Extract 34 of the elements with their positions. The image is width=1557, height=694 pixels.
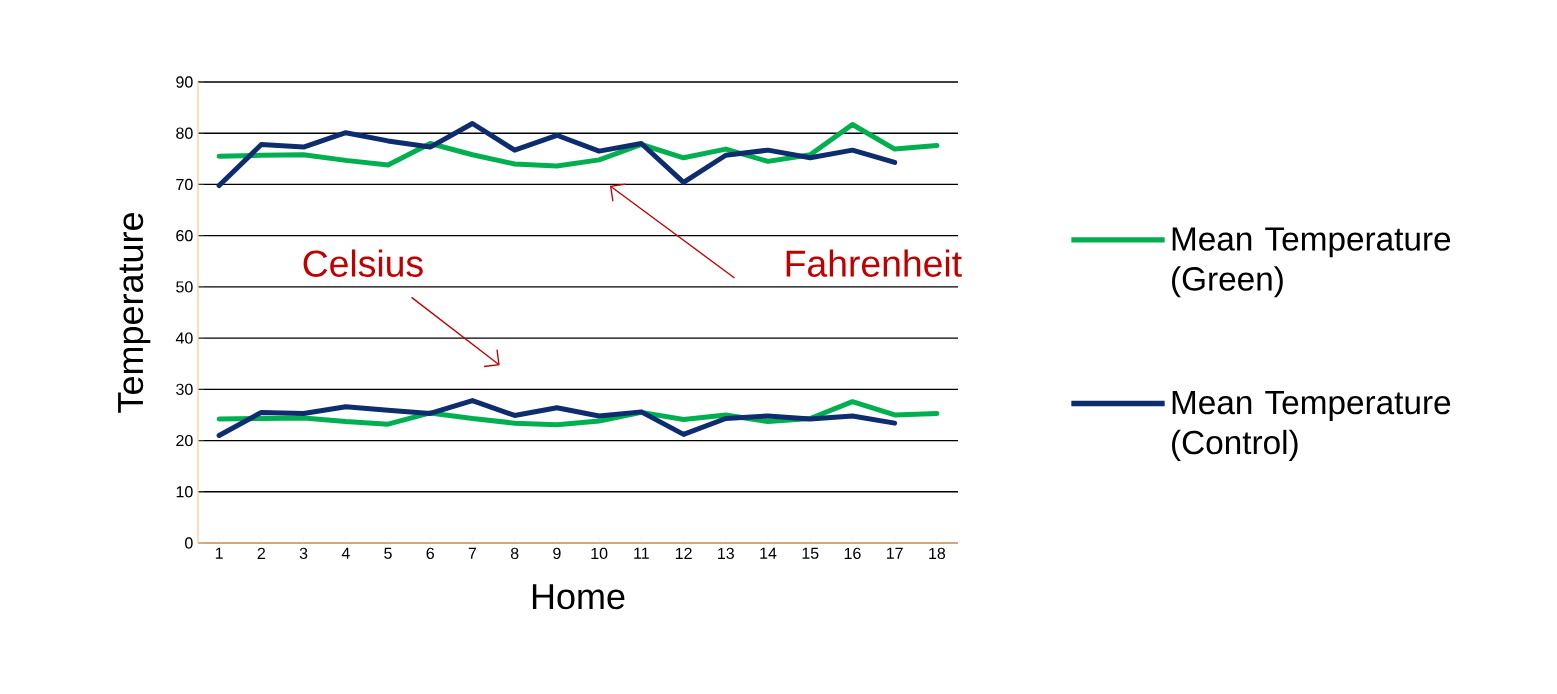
x-tick-label: 11 <box>634 547 649 559</box>
y-tick-label: 20 <box>176 434 193 447</box>
y-tick-label: 50 <box>176 281 193 293</box>
annotation: Celsius <box>303 249 423 277</box>
x-tick-label: 1 <box>215 547 223 559</box>
legend-label: Mean Temperature (Green) <box>1172 227 1451 298</box>
x-tick-label: 18 <box>929 547 946 560</box>
x-tick-label: 2 <box>257 547 265 559</box>
y-tick-label: 60 <box>176 230 193 242</box>
y-tick-label: 0 <box>185 537 193 549</box>
x-tick-label: 8 <box>510 547 519 560</box>
y-tick-label: 30 <box>176 383 193 395</box>
legend-label: Mean Temperature (Control) <box>1172 391 1451 461</box>
y-axis-title: Temperature <box>118 213 151 413</box>
x-tick-label: 5 <box>384 547 392 559</box>
x-tick-label: 16 <box>844 547 861 560</box>
x-tick-label: 15 <box>802 547 819 559</box>
x-tick-label: 12 <box>675 547 692 559</box>
y-tick-label: 80 <box>176 127 193 139</box>
y-tick-label: 40 <box>175 332 193 344</box>
x-tick-label: 14 <box>760 547 777 559</box>
x-tick-label: 9 <box>553 547 561 560</box>
x-tick-label: 17 <box>886 547 903 559</box>
y-tick-label: 90 <box>176 76 193 88</box>
x-tick-label: 4 <box>341 547 350 559</box>
x-tick-label: 6 <box>426 547 434 560</box>
x-tick-label: 13 <box>718 547 734 560</box>
annotation: Fahrenheit <box>786 249 962 277</box>
y-tick-label: 70 <box>176 178 193 191</box>
x-axis-title: Home <box>532 584 625 610</box>
x-tick-label: 10 <box>591 547 608 560</box>
x-tick-label: 7 <box>468 547 477 559</box>
y-tick-label: 10 <box>176 486 193 498</box>
x-tick-label: 3 <box>299 547 308 560</box>
